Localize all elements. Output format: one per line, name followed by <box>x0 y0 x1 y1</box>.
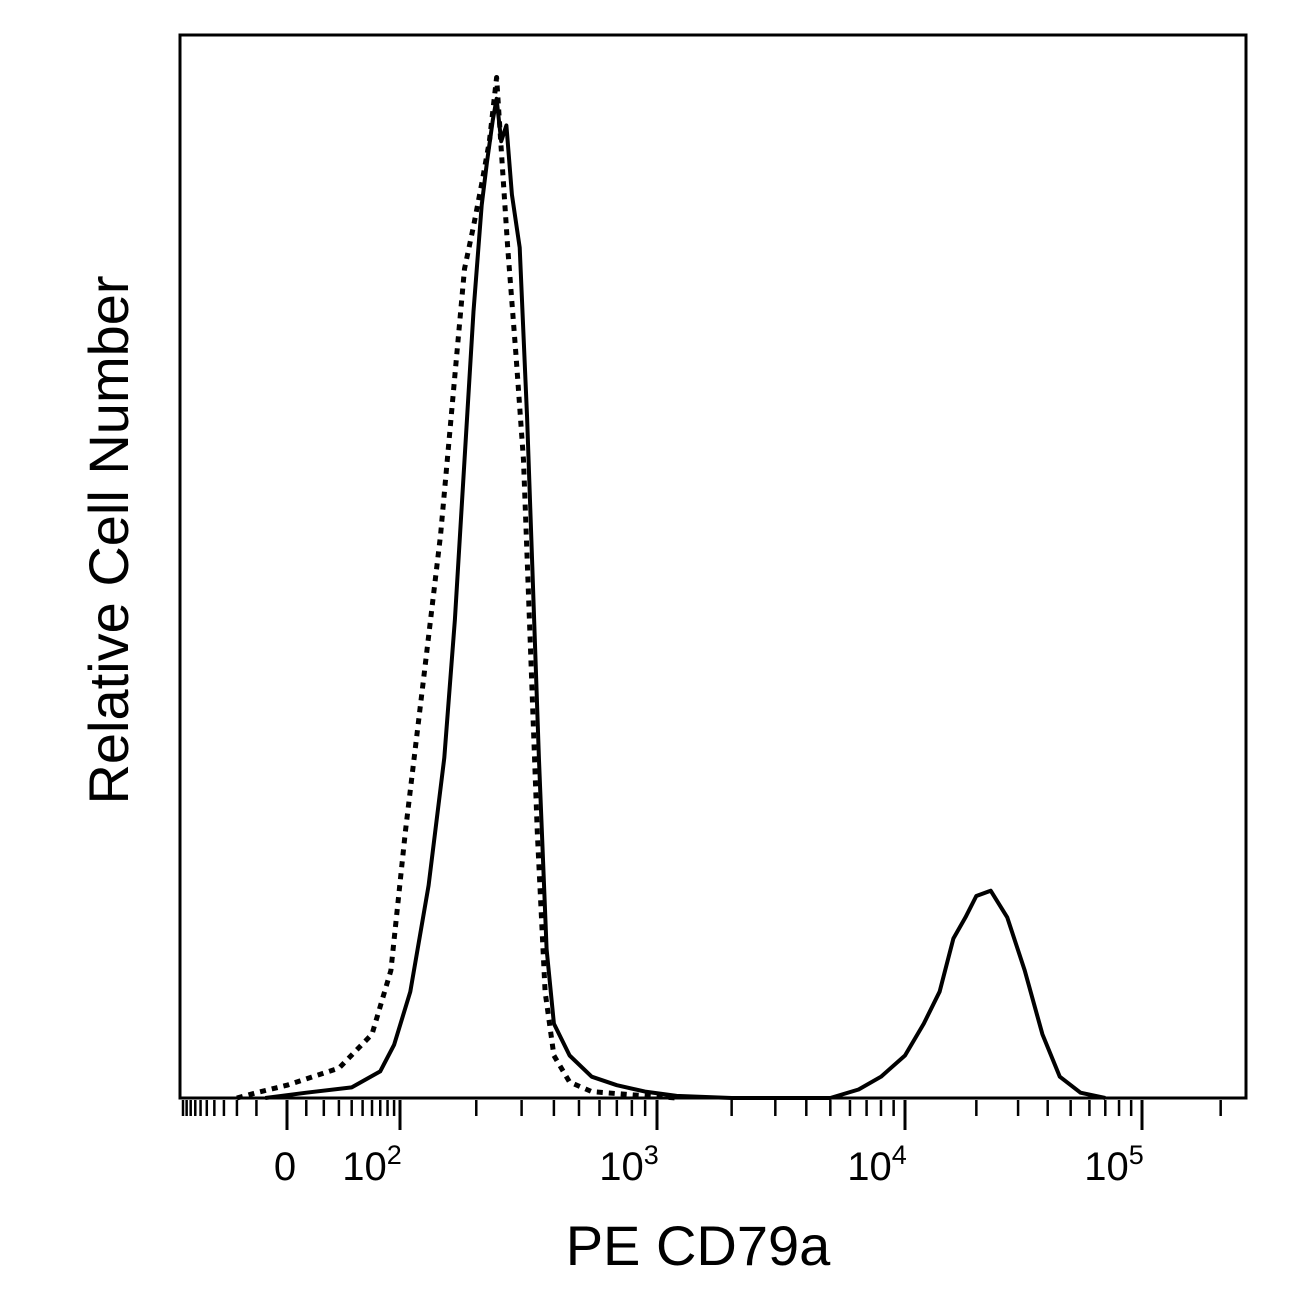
plot-frame <box>178 33 1248 1100</box>
x-tick-label: 102 <box>342 1140 402 1189</box>
curves <box>236 75 1106 1101</box>
x-tick-label: 103 <box>599 1140 659 1189</box>
dotted-histogram-curve <box>236 75 677 1101</box>
solid-histogram-curve <box>265 96 1106 1100</box>
x-tick-label: 105 <box>1084 1140 1144 1189</box>
x-tick-labels: 0 102 103 104 105 <box>274 1140 1144 1189</box>
y-axis-title: Relative Cell Number <box>77 275 140 804</box>
x-axis-title: PE CD79a <box>566 1214 831 1277</box>
x-tick-label: 0 <box>274 1145 296 1189</box>
minor-ticks <box>181 1100 1222 1116</box>
major-ticks <box>285 1100 1144 1130</box>
x-tick-label: 104 <box>847 1140 907 1189</box>
